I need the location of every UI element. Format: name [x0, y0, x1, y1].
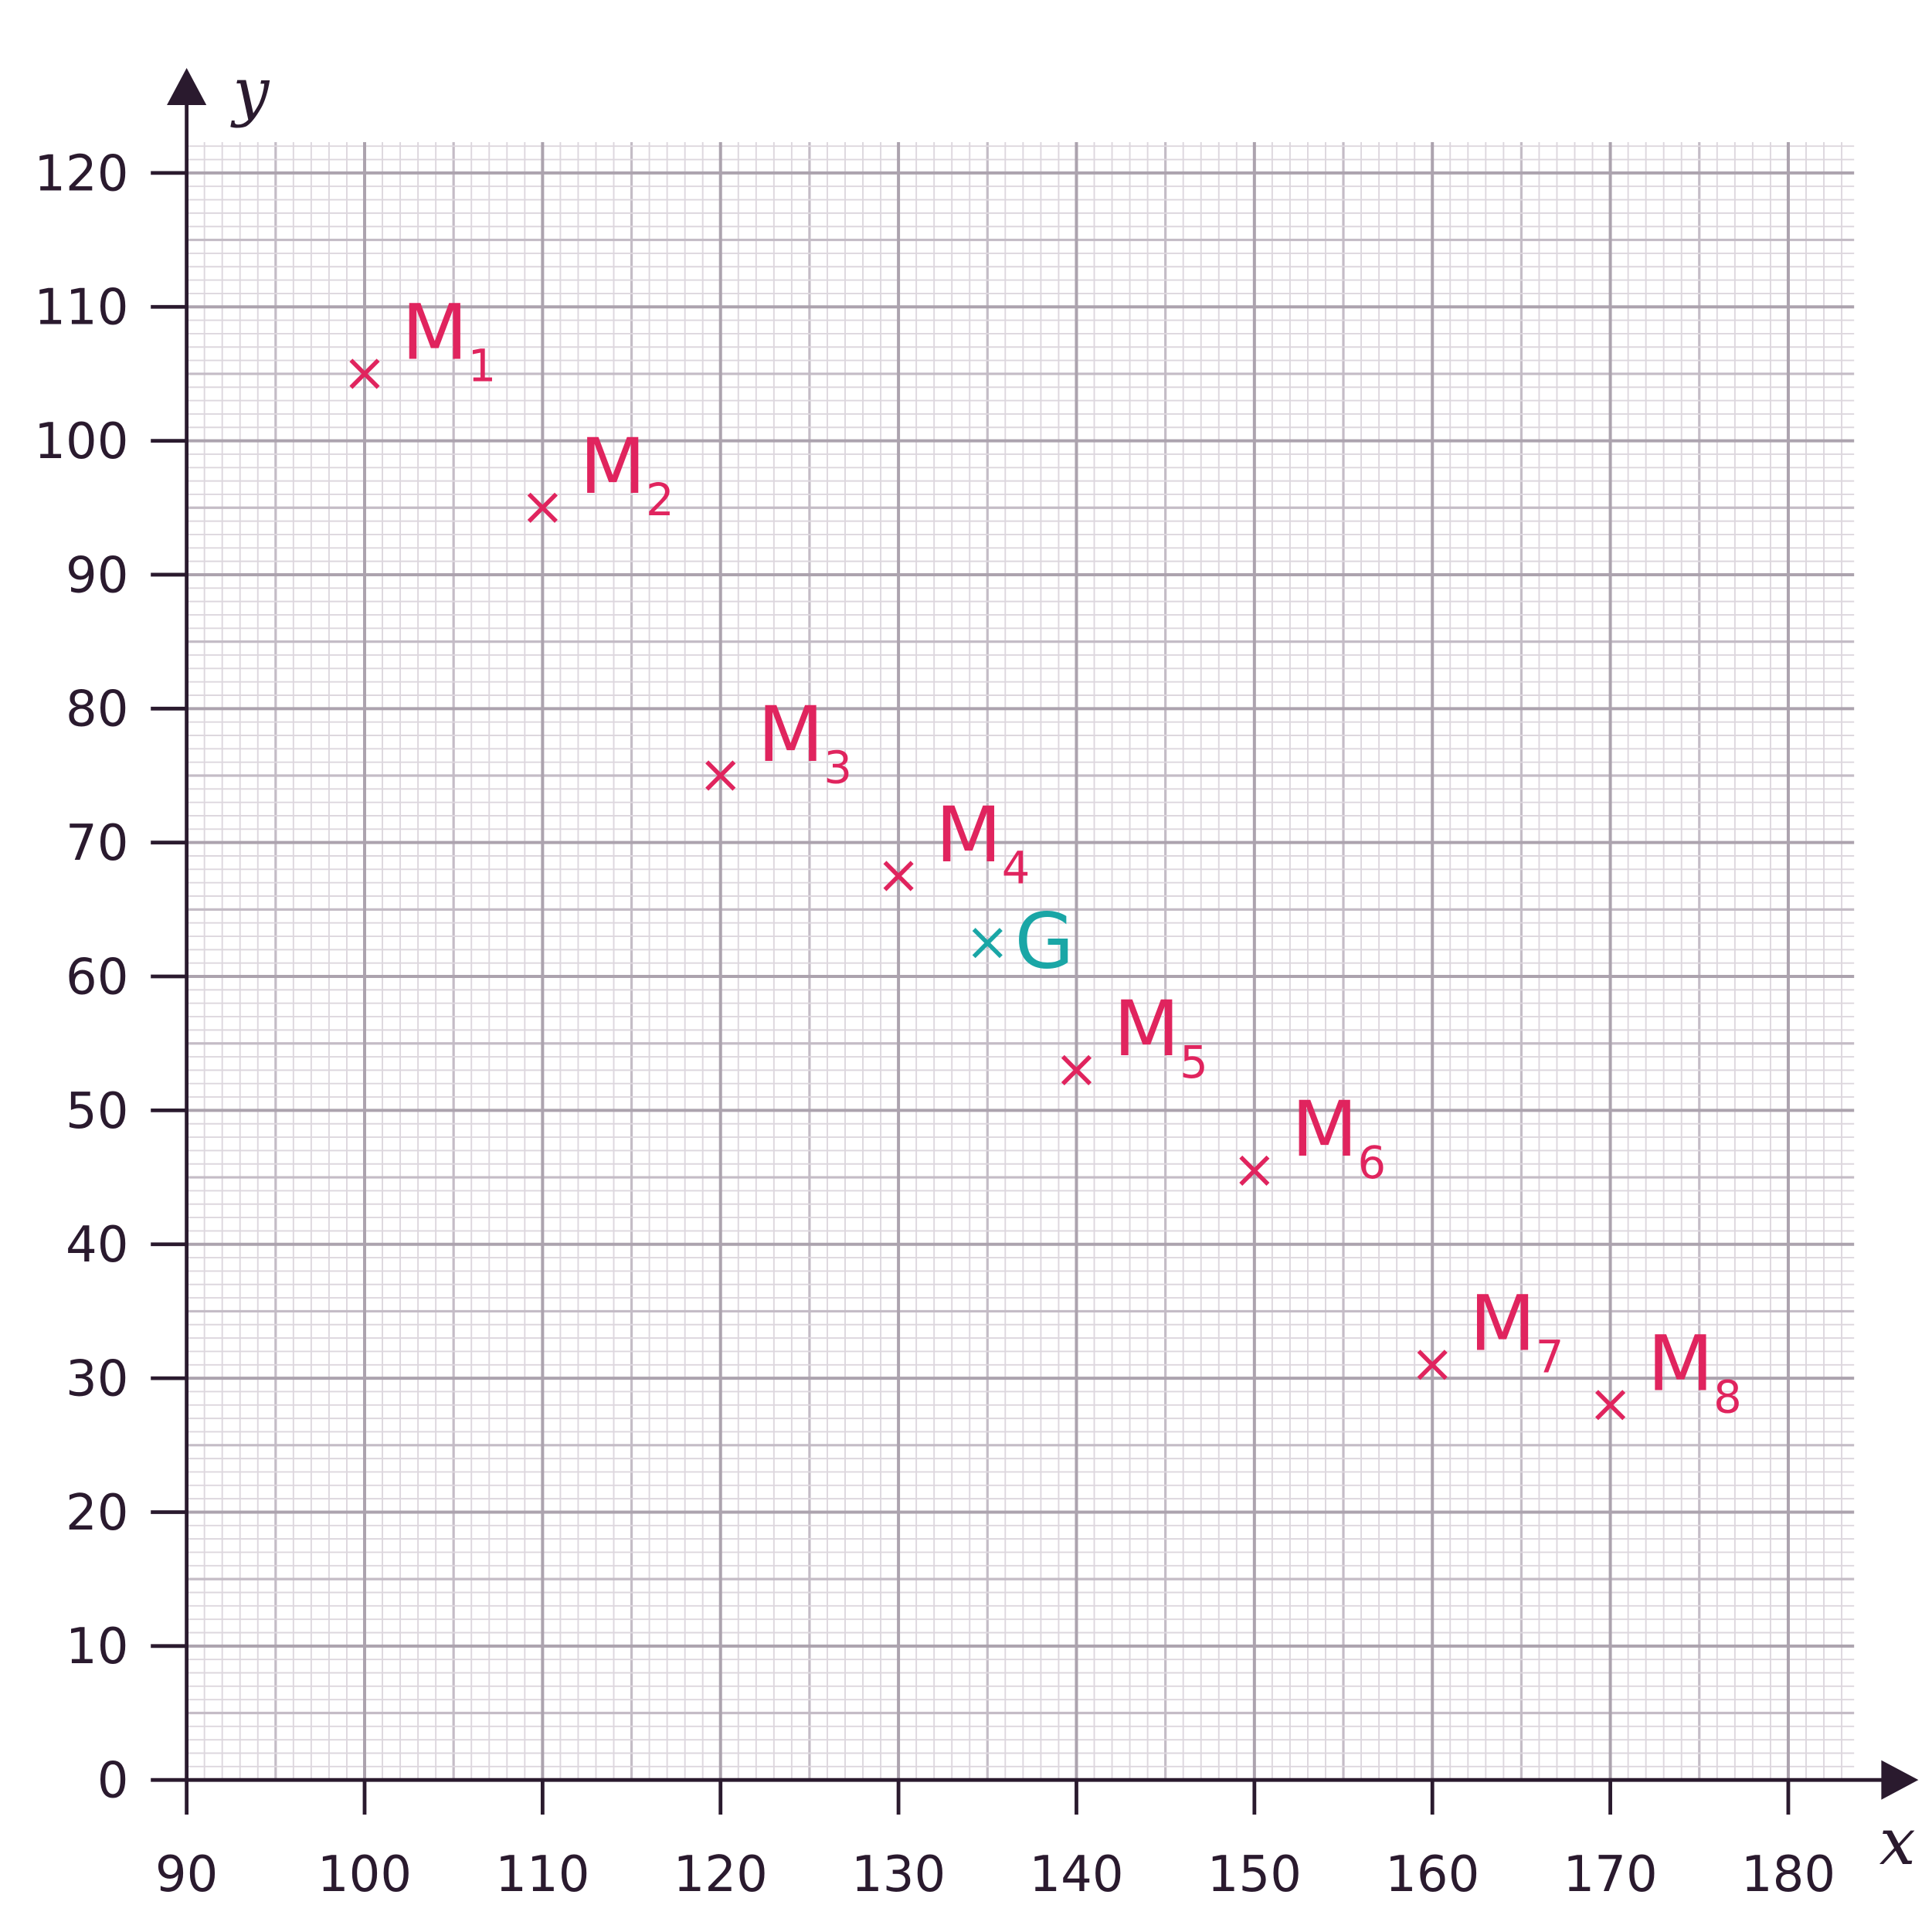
- point-label-name: M: [579, 423, 646, 511]
- axes: x y 90 100 110 120 130 140 150 160 170 1800102030…: [34, 54, 1919, 1903]
- point-label-subscript: 5: [1180, 1037, 1208, 1088]
- point-label-name: M: [935, 791, 1002, 880]
- point-label: M6: [1292, 1085, 1386, 1189]
- point-marker: [1417, 1350, 1448, 1380]
- y-tick-label: 120: [34, 145, 128, 202]
- x-axis-arrow: [1881, 1760, 1919, 1800]
- x-tick-label: 120: [674, 1846, 768, 1903]
- point-label: M8: [1648, 1320, 1742, 1424]
- x-tick-label: 130: [851, 1846, 946, 1903]
- x-axis-label: x: [1879, 1805, 1916, 1879]
- y-tick-label: 30: [66, 1351, 128, 1408]
- point-label-name: M: [1648, 1320, 1714, 1409]
- point-marker: [883, 861, 914, 891]
- point-label-subscript: 4: [1002, 843, 1031, 895]
- point-label-subscript: 7: [1536, 1331, 1564, 1383]
- x-tick-label: 180: [1741, 1846, 1835, 1903]
- point-label-subscript: 3: [823, 742, 852, 794]
- y-axis-arrow: [167, 68, 207, 106]
- point-marker: [527, 492, 558, 523]
- point-label-subscript: 8: [1713, 1371, 1742, 1423]
- point-label: M2: [579, 423, 674, 526]
- point-label-name: M: [758, 691, 824, 779]
- point-label-name: G: [1014, 898, 1074, 986]
- point-marker: [705, 760, 736, 791]
- y-tick-label: 80: [66, 681, 128, 739]
- x-tick-label: 150: [1207, 1846, 1302, 1903]
- point-label-subscript: 6: [1357, 1137, 1386, 1189]
- point-label: M5: [1113, 985, 1207, 1088]
- point-marker: [1595, 1390, 1626, 1421]
- y-tick-label: 50: [66, 1083, 128, 1140]
- point-marker: [1239, 1155, 1270, 1186]
- point-label: M7: [1469, 1280, 1564, 1384]
- point-label-name: M: [1292, 1085, 1358, 1174]
- x-tick-label: 140: [1029, 1846, 1123, 1903]
- point-label-name: M: [402, 289, 468, 378]
- y-tick-label: 60: [66, 949, 128, 1006]
- point-label: M1: [402, 289, 496, 392]
- point-label-name: M: [1113, 985, 1180, 1074]
- y-tick-label: 100: [34, 413, 128, 470]
- y-tick-label: 70: [66, 815, 128, 872]
- y-tick-label: 90: [66, 547, 128, 604]
- point-label: M3: [758, 691, 852, 794]
- y-axis-label: y: [229, 54, 270, 129]
- x-tick-label: 110: [495, 1846, 589, 1903]
- x-tick-label: 170: [1564, 1846, 1658, 1903]
- point-marker: [972, 928, 1003, 959]
- x-tick-label: 160: [1385, 1846, 1479, 1903]
- y-tick-label: 110: [34, 280, 128, 337]
- point-label-subscript: 1: [468, 341, 497, 392]
- x-tick-label: 100: [317, 1846, 412, 1903]
- y-tick-label: 0: [97, 1753, 129, 1810]
- point-label-subscript: 2: [646, 474, 674, 526]
- y-tick-label: 10: [66, 1618, 128, 1676]
- point-marker: [349, 358, 380, 389]
- point-label-name: M: [1469, 1280, 1536, 1369]
- point-marker: [1061, 1054, 1092, 1085]
- y-tick-label: 40: [66, 1217, 128, 1274]
- point-label: M4: [935, 791, 1030, 895]
- point-label: G: [1014, 898, 1074, 986]
- y-tick-label: 20: [66, 1485, 128, 1542]
- x-tick-label: 90: [155, 1846, 218, 1903]
- grid: [185, 142, 1855, 1782]
